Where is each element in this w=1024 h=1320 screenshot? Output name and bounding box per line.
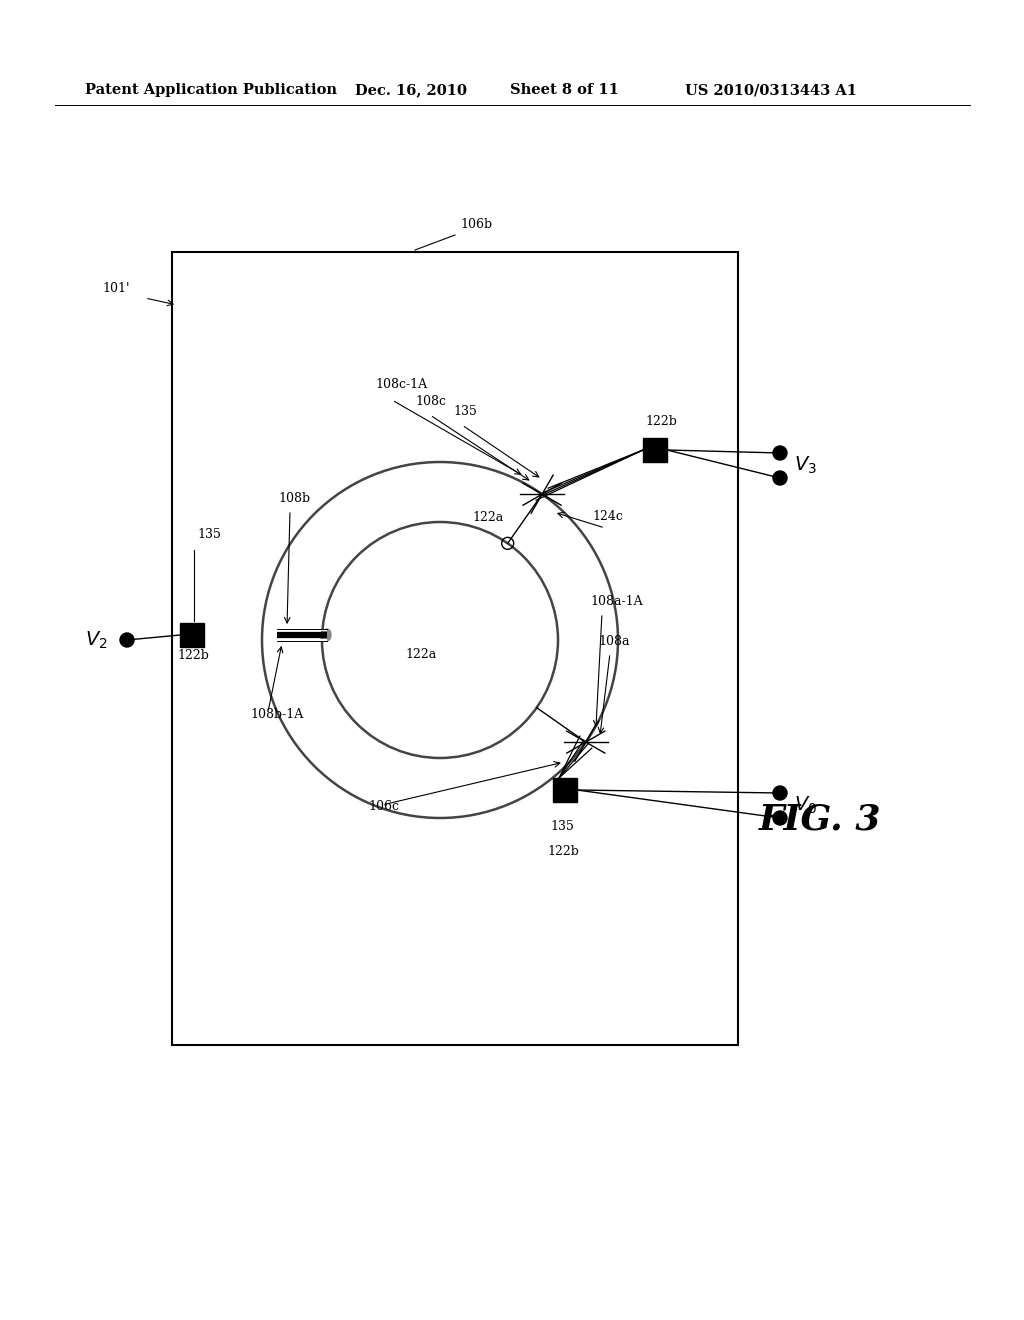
Bar <box>643 438 667 462</box>
Text: 135: 135 <box>453 405 477 418</box>
Text: US 2010/0313443 A1: US 2010/0313443 A1 <box>685 83 857 96</box>
Text: 108b-1A: 108b-1A <box>250 708 303 721</box>
Text: Dec. 16, 2010: Dec. 16, 2010 <box>355 83 467 96</box>
Text: $V_2$: $V_2$ <box>85 630 108 651</box>
Text: $V_3$: $V_3$ <box>794 455 817 477</box>
Circle shape <box>773 785 787 800</box>
Text: 124c: 124c <box>592 510 623 523</box>
Text: 108c-1A: 108c-1A <box>375 378 427 391</box>
Text: 108b: 108b <box>278 492 310 506</box>
Text: Sheet 8 of 11: Sheet 8 of 11 <box>510 83 618 96</box>
Text: 106b: 106b <box>460 218 493 231</box>
Text: Patent Application Publication: Patent Application Publication <box>85 83 337 96</box>
Text: 101': 101' <box>102 282 130 294</box>
Text: FIG. 3: FIG. 3 <box>759 803 882 837</box>
Circle shape <box>773 471 787 484</box>
Text: 122b: 122b <box>177 649 209 663</box>
Text: 122b: 122b <box>645 414 677 428</box>
Circle shape <box>773 810 787 825</box>
Text: 108a-1A: 108a-1A <box>590 595 643 609</box>
Ellipse shape <box>323 630 331 642</box>
Text: $V_0$: $V_0$ <box>794 795 817 816</box>
Text: 108c: 108c <box>415 395 446 408</box>
Text: 108a: 108a <box>598 635 630 648</box>
Text: 135: 135 <box>550 820 573 833</box>
Circle shape <box>120 634 134 647</box>
Bar <box>553 777 577 803</box>
Text: 122a: 122a <box>406 648 436 661</box>
Bar <box>180 623 204 647</box>
Text: 106c: 106c <box>368 800 399 813</box>
Text: 122a: 122a <box>473 511 504 524</box>
Text: 135: 135 <box>197 528 221 541</box>
Circle shape <box>773 446 787 459</box>
Bar <box>172 252 738 1045</box>
Text: 122b: 122b <box>547 845 579 858</box>
